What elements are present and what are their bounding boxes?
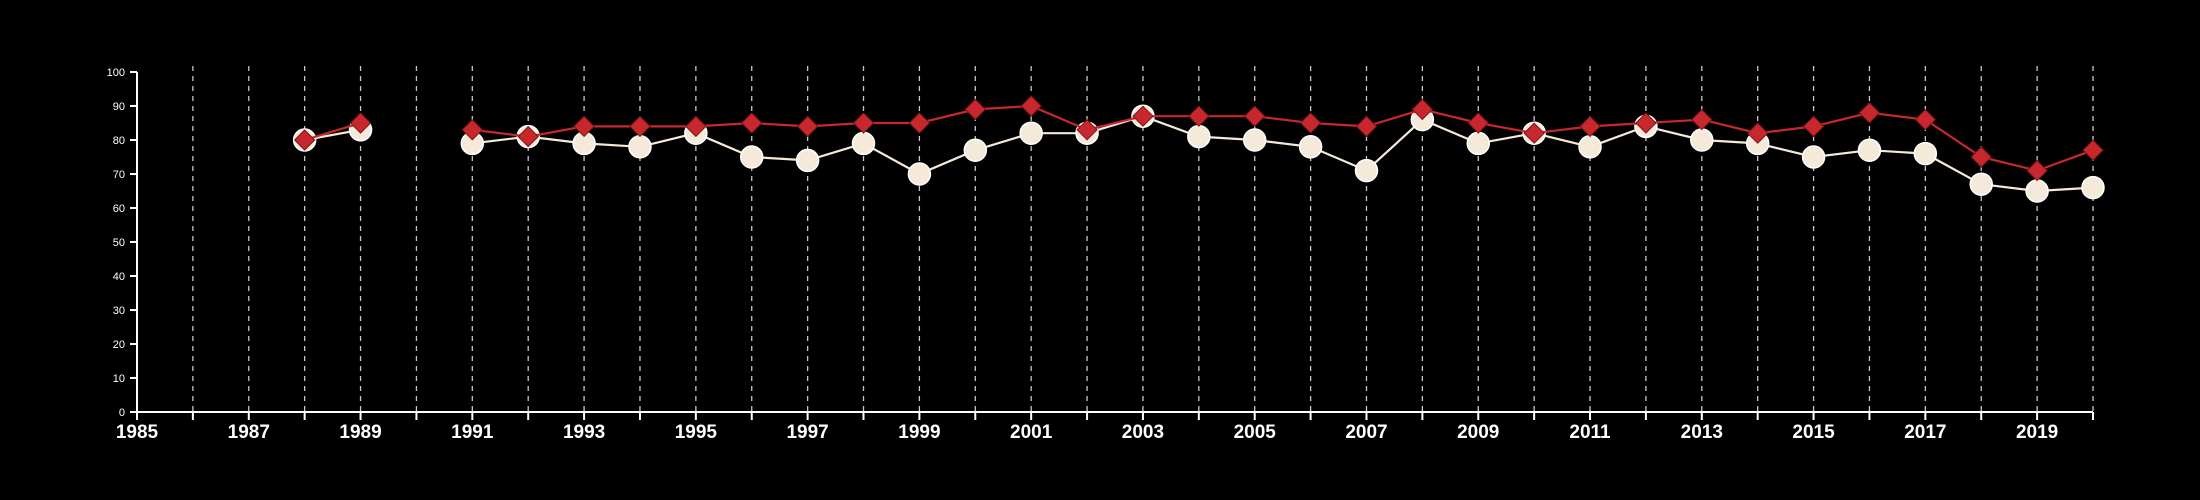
series-line — [472, 104, 2094, 172]
tick-marks-and-labels: 1985 1987 1989 1991 1993 1995 1997 1999 2001 2003… — [107, 67, 2094, 443]
x-tick-label: 2015 — [1792, 422, 1835, 443]
data-point — [1579, 115, 1601, 138]
data-point — [907, 162, 932, 186]
x-tick-label: 2005 — [1234, 422, 1277, 443]
data-point — [461, 119, 484, 141]
data-point — [1019, 121, 1043, 145]
data-point — [1578, 135, 1602, 159]
data-point — [1746, 122, 1769, 144]
y-tick-label: 70 — [113, 169, 125, 181]
data-point — [1914, 108, 1937, 131]
data-point — [2082, 139, 2104, 161]
data-point — [1355, 115, 1378, 138]
data-point — [1188, 105, 1210, 127]
data-point — [1801, 145, 1826, 169]
data-point — [1802, 115, 1825, 138]
y-tick-label: 90 — [113, 101, 125, 113]
data-point — [1020, 95, 1042, 117]
data-point — [963, 138, 988, 162]
y-tick-label: 50 — [113, 237, 125, 249]
data-point — [796, 115, 819, 138]
data-point — [1635, 112, 1657, 134]
y-tick-label: 10 — [113, 373, 125, 385]
data-point — [964, 98, 986, 121]
x-tick-label: 1987 — [228, 422, 270, 443]
data-point — [1187, 124, 1211, 149]
data-point — [629, 115, 651, 138]
data-point — [1132, 105, 1154, 127]
x-tick-label: 1985 — [116, 422, 159, 443]
y-tick-label: 20 — [113, 339, 125, 351]
x-tick-label: 2009 — [1457, 422, 1499, 443]
grid-lines — [192, 66, 2094, 412]
data-point — [517, 125, 539, 148]
x-tick-label: 2013 — [1681, 422, 1723, 443]
data-point — [349, 112, 372, 134]
x-tick-label: 1991 — [451, 422, 494, 443]
data-point — [1467, 112, 1489, 134]
data-point — [2081, 175, 2105, 200]
data-point — [293, 129, 316, 151]
x-tick-label: 1989 — [339, 422, 381, 443]
data-point — [1298, 135, 1323, 159]
y-tick-label: 60 — [113, 203, 125, 215]
x-tick-label: 2007 — [1345, 422, 1387, 443]
x-tick-label: 2001 — [1010, 422, 1053, 443]
x-tick-label: 1993 — [563, 422, 605, 443]
series-line — [472, 115, 2094, 193]
y-tick-label: 100 — [107, 67, 125, 79]
data-point — [1970, 146, 1992, 168]
x-tick-label: 2011 — [1569, 422, 1611, 443]
data-point — [1523, 122, 1545, 144]
x-tick-label: 2019 — [2016, 422, 2058, 443]
x-tick-label: 1995 — [675, 422, 718, 443]
x-tick-label: 2003 — [1122, 422, 1164, 443]
data-point — [1858, 102, 1881, 124]
y-tick-label: 80 — [113, 135, 125, 147]
data-point — [1244, 105, 1266, 127]
x-tick-label: 1999 — [898, 422, 940, 443]
data-point — [739, 145, 764, 169]
data-point — [1411, 98, 1434, 121]
data-point — [2026, 159, 2048, 182]
data-point — [1969, 172, 1993, 196]
data-point — [685, 115, 707, 138]
x-tick-label: 2017 — [1904, 422, 1946, 443]
x-tick-label: 1997 — [786, 422, 828, 443]
data-point — [852, 112, 875, 134]
data-point — [628, 135, 652, 159]
data-point — [1076, 119, 1098, 141]
data-point — [2025, 179, 2049, 203]
y-tick-label: 30 — [113, 305, 125, 317]
data-point — [1690, 128, 1714, 152]
data-point — [1691, 108, 1713, 131]
y-tick-label: 0 — [119, 407, 125, 419]
series-line — [304, 121, 361, 142]
data-point — [741, 112, 763, 134]
data-point — [1857, 138, 1882, 162]
data-point — [573, 115, 595, 138]
data-point — [908, 112, 931, 134]
data-point — [1466, 131, 1491, 156]
data-point — [795, 148, 820, 173]
data-point — [1354, 158, 1379, 183]
series — [292, 95, 2105, 203]
y-tick-label: 40 — [113, 271, 125, 283]
data-point — [1299, 112, 1322, 134]
series-diamond — [293, 95, 2104, 182]
data-point — [1913, 141, 1938, 166]
data-point — [1242, 128, 1267, 152]
data-point — [851, 131, 876, 156]
